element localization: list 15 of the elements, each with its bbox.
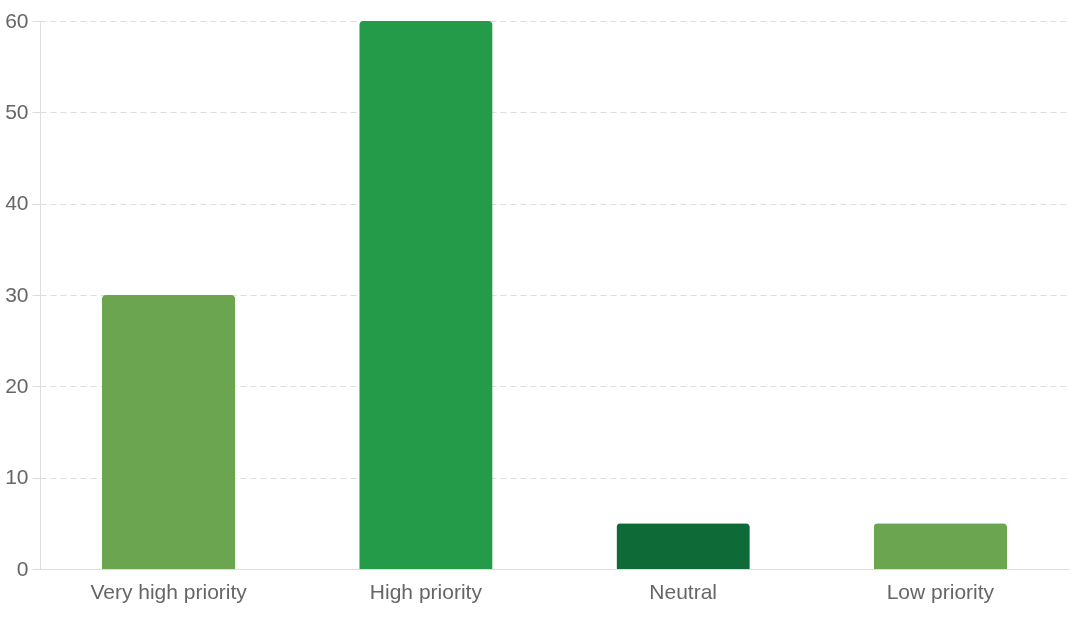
x-tick-label: Low priority (886, 579, 995, 603)
y-tick-label: 60 (5, 8, 29, 32)
bar (101, 295, 236, 569)
bar (616, 523, 750, 569)
y-tick-label: 20 (5, 373, 29, 397)
y-tick-label: 0 (16, 556, 29, 580)
bar (359, 21, 493, 569)
y-tick-label: 40 (5, 191, 29, 215)
y-tick-label: 10 (5, 465, 29, 489)
x-tick-label: Neutral (649, 579, 717, 603)
x-tick-label: High priority (369, 579, 483, 603)
bar (873, 523, 1008, 569)
y-tick-label: 30 (5, 282, 29, 306)
y-tick-label: 50 (5, 99, 29, 123)
x-tick-label: Very high priority (90, 579, 248, 603)
